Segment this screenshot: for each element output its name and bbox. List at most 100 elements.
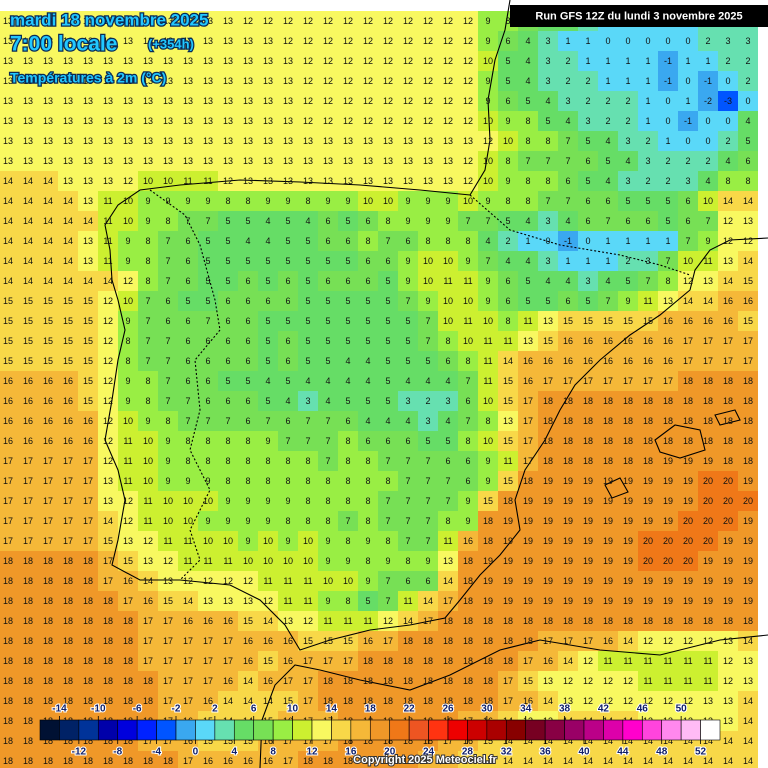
temperature-cell xyxy=(578,451,598,471)
temperature-value: 18 xyxy=(123,656,133,666)
temperature-cell xyxy=(438,391,458,411)
temperature-cell xyxy=(258,611,278,631)
temperature-cell xyxy=(178,471,198,491)
temperature-cell xyxy=(498,231,518,251)
temperature-cell xyxy=(638,211,658,231)
temperature-value: 0 xyxy=(685,76,690,86)
temperature-cell xyxy=(198,511,218,531)
temperature-value: 15 xyxy=(483,496,493,506)
temperature-cell xyxy=(318,431,338,451)
temperature-cell xyxy=(438,531,458,551)
temperature-value: 5 xyxy=(265,316,270,326)
temperature-value: 18 xyxy=(723,416,733,426)
temperature-cell xyxy=(198,111,218,131)
temperature-value: 2 xyxy=(505,236,510,246)
temperature-value: 16 xyxy=(63,396,73,406)
temperature-value: 13 xyxy=(123,116,133,126)
temperature-cell xyxy=(438,631,458,651)
legend-swatch xyxy=(622,719,643,741)
temperature-cell xyxy=(438,371,458,391)
temperature-value: 13 xyxy=(163,56,173,66)
temperature-value: 10 xyxy=(263,556,273,566)
copyright: Copyright 2025 Meteociel.fr xyxy=(353,754,497,766)
temperature-cell xyxy=(0,591,18,611)
temperature-value: 7 xyxy=(425,476,430,486)
temperature-cell xyxy=(358,211,378,231)
temperature-value: 16 xyxy=(243,636,253,646)
temperature-cell xyxy=(338,371,358,391)
temperature-value: 13 xyxy=(23,96,33,106)
temperature-cell xyxy=(518,171,538,191)
temperature-value: 8 xyxy=(465,436,470,446)
temperature-cell xyxy=(58,31,78,51)
temperature-cell xyxy=(358,91,378,111)
temperature-value: 18 xyxy=(583,416,593,426)
temperature-cell xyxy=(338,291,358,311)
temperature-cell xyxy=(498,451,518,471)
temperature-value: 9 xyxy=(485,16,490,26)
temperature-cell xyxy=(658,651,678,671)
temperature-cell xyxy=(218,231,238,251)
temperature-value: 18 xyxy=(303,756,313,766)
temperature-cell xyxy=(318,371,338,391)
temperature-value: 12 xyxy=(723,236,733,246)
temperature-value: 17 xyxy=(303,696,313,706)
temperature-value: 19 xyxy=(603,576,613,586)
temperature-value: 13 xyxy=(103,176,113,186)
temperature-cell xyxy=(478,411,498,431)
temperature-cell xyxy=(638,71,658,91)
temperature-value: 13 xyxy=(263,116,273,126)
temperature-cell xyxy=(398,331,418,351)
temperature-cell xyxy=(198,311,218,331)
temperature-value: 17 xyxy=(163,696,173,706)
temperature-cell xyxy=(138,591,158,611)
temperature-cell xyxy=(318,411,338,431)
temperature-value: 14 xyxy=(623,636,633,646)
temperature-cell xyxy=(618,531,638,551)
temperature-cell xyxy=(338,311,358,331)
temperature-value: 12 xyxy=(123,516,133,526)
temperature-cell xyxy=(418,111,438,131)
temperature-value: 19 xyxy=(603,536,613,546)
temperature-value: 15 xyxy=(83,316,93,326)
lead-time: (+354h) xyxy=(148,36,194,51)
temperature-cell xyxy=(278,271,298,291)
temperature-value: 13 xyxy=(63,76,73,86)
temperature-value: 1 xyxy=(585,256,590,266)
temperature-cell xyxy=(678,111,698,131)
temperature-cell xyxy=(318,171,338,191)
temperature-cell xyxy=(18,551,38,571)
temperature-value: 7 xyxy=(565,156,570,166)
temperature-value: 17 xyxy=(63,536,73,546)
temperature-value: 14 xyxy=(23,276,33,286)
temperature-cell xyxy=(538,131,558,151)
temperature-value: 13 xyxy=(163,116,173,126)
temperature-cell xyxy=(698,131,718,151)
temperature-value: 6 xyxy=(505,96,510,106)
temperature-value: 15 xyxy=(623,316,633,326)
temperature-cell xyxy=(438,111,458,131)
temperature-value: 7 xyxy=(485,216,490,226)
temperature-value: 11 xyxy=(643,676,652,686)
temperature-value: 16 xyxy=(43,376,53,386)
temperature-cell xyxy=(0,511,18,531)
temperature-value: 5 xyxy=(385,316,390,326)
temperature-value: 7 xyxy=(385,496,390,506)
temperature-value: 17 xyxy=(123,596,133,606)
temperature-value: 15 xyxy=(483,756,493,766)
temperature-value: 11 xyxy=(483,356,492,366)
temperature-cell xyxy=(258,491,278,511)
temperature-cell xyxy=(578,51,598,71)
temperature-value: 16 xyxy=(663,316,673,326)
temperature-cell xyxy=(278,571,298,591)
temperature-cell xyxy=(298,31,318,51)
temperature-value: 18 xyxy=(683,376,693,386)
temperature-value: 15 xyxy=(3,336,13,346)
temperature-cell xyxy=(158,511,178,531)
temperature-cell xyxy=(98,11,118,31)
temperature-cell xyxy=(78,431,98,451)
temperature-value: 19 xyxy=(703,556,713,566)
temperature-value: 18 xyxy=(103,676,113,686)
temperature-value: 18 xyxy=(683,616,693,626)
temperature-cell xyxy=(658,371,678,391)
